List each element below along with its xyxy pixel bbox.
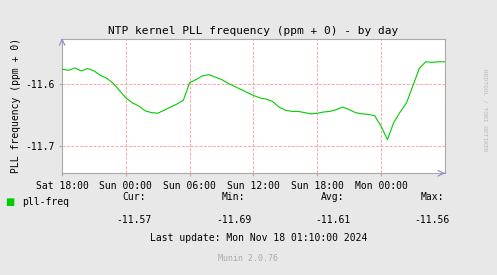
Text: pll-freq: pll-freq bbox=[22, 197, 70, 207]
Text: Cur:: Cur: bbox=[122, 192, 146, 202]
Y-axis label: PLL frequency (ppm + 0): PLL frequency (ppm + 0) bbox=[11, 38, 21, 174]
Text: -11.57: -11.57 bbox=[117, 215, 152, 225]
Text: Avg:: Avg: bbox=[321, 192, 345, 202]
Text: -11.56: -11.56 bbox=[415, 215, 450, 225]
Text: -11.69: -11.69 bbox=[216, 215, 251, 225]
Text: ■: ■ bbox=[5, 197, 14, 207]
Text: -11.61: -11.61 bbox=[316, 215, 350, 225]
Title: NTP kernel PLL frequency (ppm + 0) - by day: NTP kernel PLL frequency (ppm + 0) - by … bbox=[108, 26, 399, 36]
Text: Max:: Max: bbox=[420, 192, 444, 202]
Text: Munin 2.0.76: Munin 2.0.76 bbox=[219, 254, 278, 263]
Text: RRDTOOL / TOBI OETIKER: RRDTOOL / TOBI OETIKER bbox=[482, 69, 487, 151]
Text: Min:: Min: bbox=[222, 192, 246, 202]
Text: Last update: Mon Nov 18 01:10:00 2024: Last update: Mon Nov 18 01:10:00 2024 bbox=[150, 233, 367, 243]
